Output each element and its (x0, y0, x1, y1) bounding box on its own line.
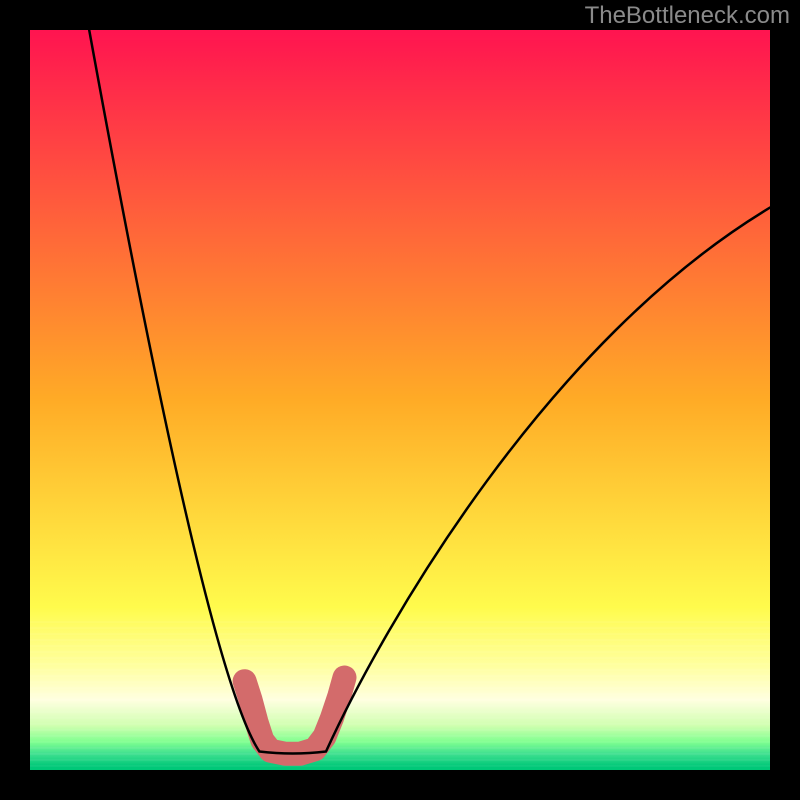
gradient-background (30, 30, 770, 770)
watermark-text: TheBottleneck.com (585, 2, 790, 30)
plot-svg (30, 30, 770, 770)
plot-area (30, 30, 770, 770)
